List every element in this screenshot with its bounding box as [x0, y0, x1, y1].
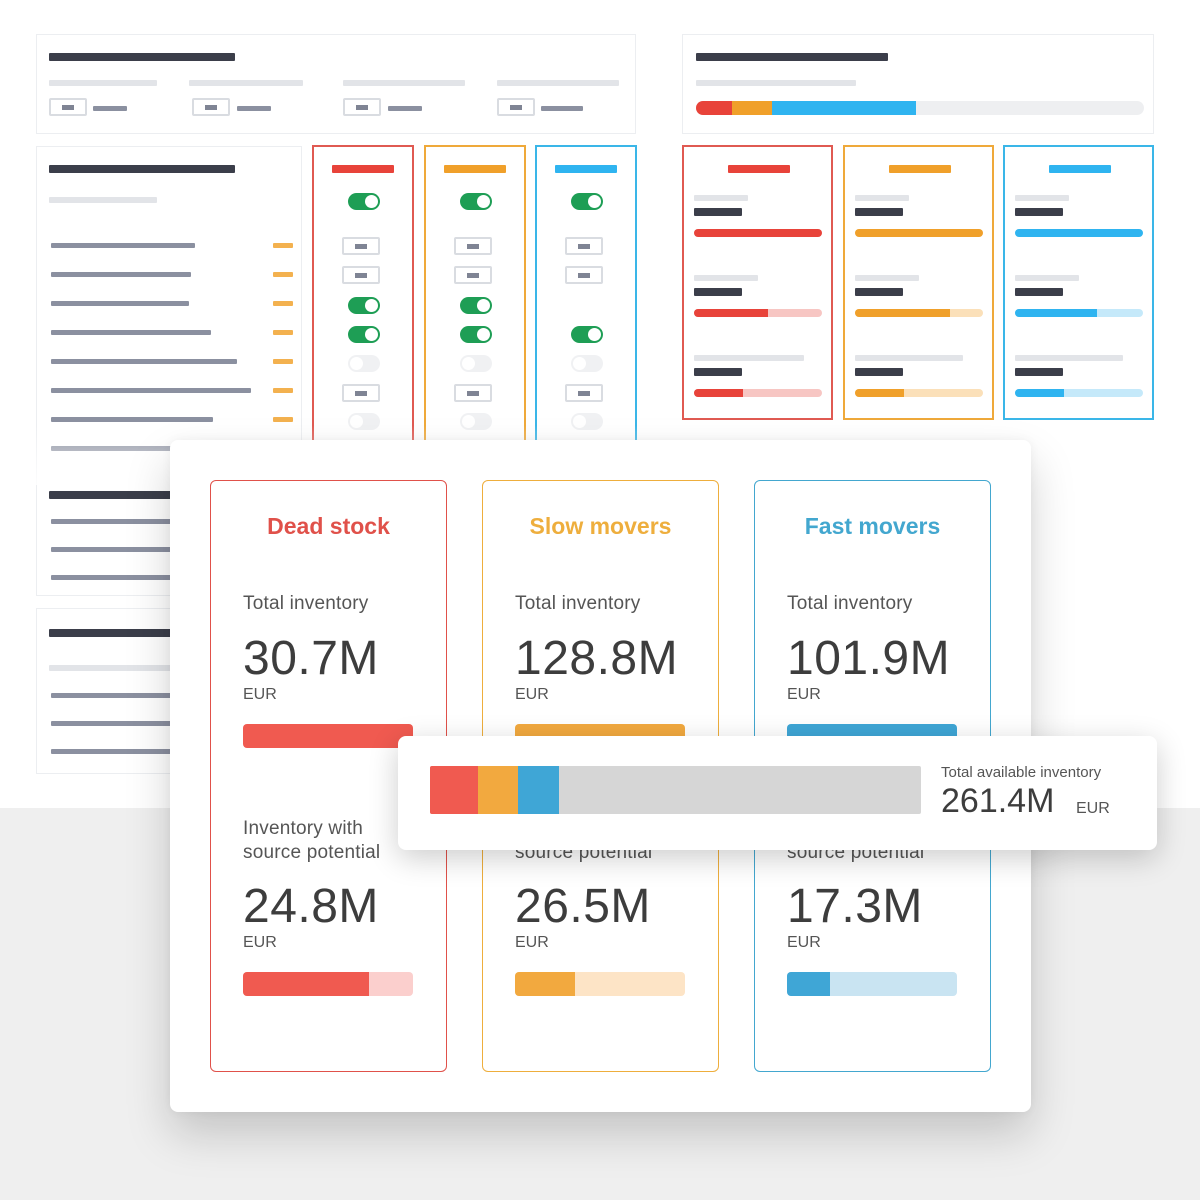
potential-bar — [515, 972, 685, 996]
potential-value: 24.8M — [243, 880, 379, 933]
skeleton-filter-panel — [36, 34, 636, 134]
potential-bar-fill — [787, 972, 830, 996]
card-title: Fast movers — [804, 513, 941, 539]
potential-bar — [243, 972, 413, 996]
segment-dead-stock — [430, 766, 479, 814]
segment-slow-movers — [478, 766, 519, 814]
potential-value: 17.3M — [787, 880, 923, 933]
potential-bar-fill — [515, 972, 575, 996]
card-title: Slow movers — [529, 513, 672, 539]
total-available-label: Total available inventory — [941, 764, 1102, 781]
total-available-inventory-popup: Total available inventory 261.4M EUR — [398, 736, 1157, 850]
total-inventory-unit: EUR — [243, 686, 277, 703]
total-inventory-bar — [243, 724, 413, 748]
potential-value: 26.5M — [515, 880, 651, 933]
total-inventory-label: Total inventory — [787, 593, 913, 614]
potential-label-line1: Inventory with — [243, 818, 364, 839]
total-inventory-unit: EUR — [787, 686, 821, 703]
skeleton-progress-column-blue — [1003, 145, 1154, 420]
total-inventory-value: 128.8M — [515, 632, 679, 685]
total-available-value: 261.4M — [941, 782, 1055, 820]
total-inventory-label: Total inventory — [515, 593, 641, 614]
total-inventory-label: Total inventory — [243, 593, 369, 614]
inventory-stacked-bar — [430, 766, 921, 814]
skeleton-rules-panel-2 — [36, 608, 175, 774]
total-inventory-value: 30.7M — [243, 632, 379, 685]
skeleton-toggle-column-blue — [535, 145, 637, 445]
skeleton-progress-column-orange — [843, 145, 994, 420]
potential-bar-fill — [243, 972, 369, 996]
segment-fast-movers — [518, 766, 559, 814]
card-title: Dead stock — [267, 513, 390, 539]
skeleton-distribution-panel — [682, 34, 1154, 134]
potential-unit: EUR — [515, 934, 549, 951]
total-inventory-unit: EUR — [515, 686, 549, 703]
potential-bar — [787, 972, 957, 996]
total-inventory-bar-fill — [243, 724, 413, 748]
potential-unit: EUR — [243, 934, 277, 951]
total-inventory-value: 101.9M — [787, 632, 951, 685]
skeleton-progress-column-red — [682, 145, 833, 420]
total-available-unit: EUR — [1076, 800, 1110, 817]
potential-label-line2: source potential — [243, 842, 381, 863]
skeleton-toggle-column-red — [312, 145, 414, 445]
potential-unit: EUR — [787, 934, 821, 951]
skeleton-toggle-column-orange — [424, 145, 526, 445]
